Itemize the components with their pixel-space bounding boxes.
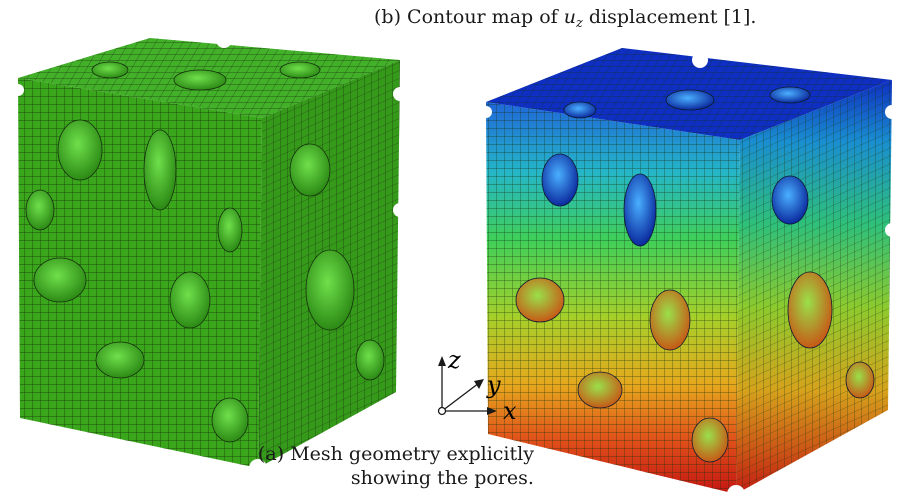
caption-b-u-symbol: u — [563, 6, 576, 28]
axis-label-z: z — [447, 346, 461, 374]
xyz-axis-triad-icon — [437, 356, 497, 416]
contour-cube — [480, 48, 899, 498]
mesh-edge-notches — [12, 32, 407, 477]
mesh-pores — [25, 61, 385, 443]
contour-edge-notches — [480, 52, 899, 498]
caption-b: (b) Contour map of uz displacement [1]. — [374, 5, 756, 32]
axis-label-x: x — [503, 397, 517, 425]
mesh-cube — [12, 32, 407, 477]
contour-pores — [515, 86, 875, 463]
axis-label-y: y — [486, 371, 501, 399]
caption-a-line2: showing the pores. — [350, 467, 534, 489]
caption-a: (a) Mesh geometry explicitly showing the… — [258, 442, 534, 490]
caption-a-line1: (a) Mesh geometry explicitly — [258, 443, 534, 465]
caption-b-prefix: (b) Contour map of — [374, 6, 564, 28]
caption-b-u-subscript: z — [575, 16, 583, 31]
caption-b-suffix: displacement [1]. — [582, 6, 757, 28]
